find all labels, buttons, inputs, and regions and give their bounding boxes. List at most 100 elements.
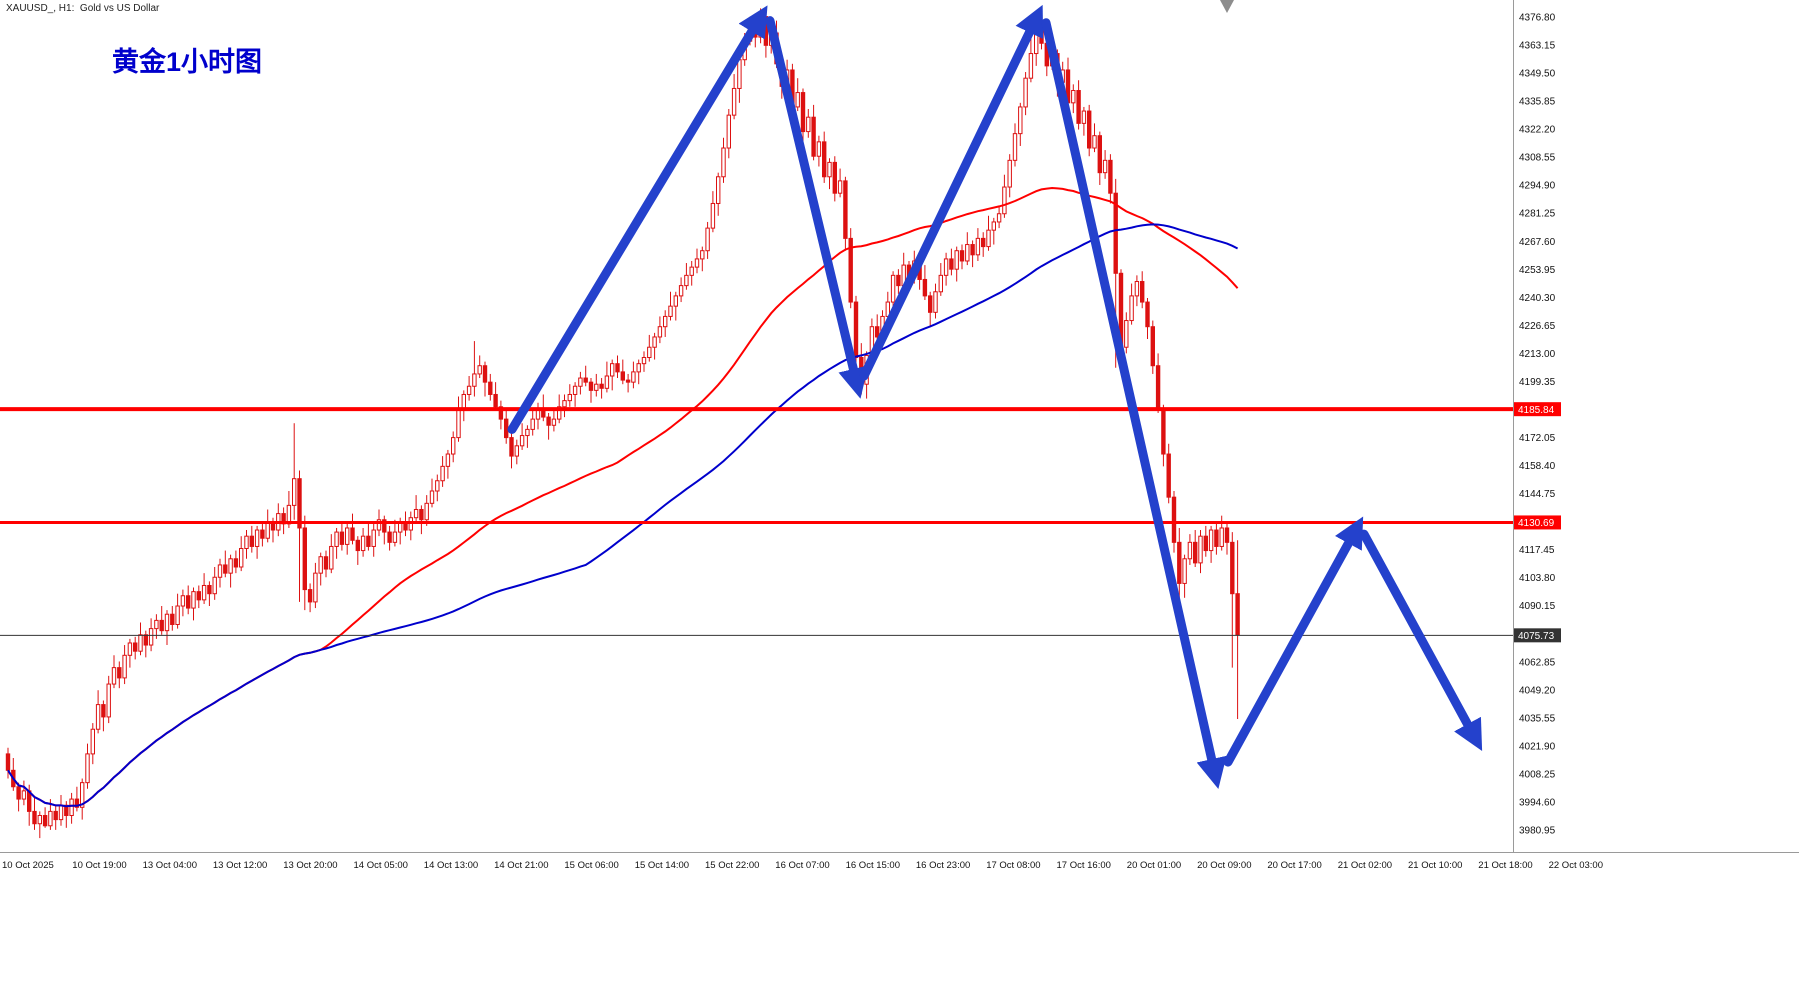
y-axis-label: 4349.50 (1519, 69, 1556, 80)
candle-bear (74, 798, 80, 808)
candle-bear (811, 116, 816, 157)
candle-bull (816, 141, 822, 157)
candle-bull (228, 558, 233, 574)
x-axis-label: 15 Oct 22:00 (705, 860, 759, 871)
candle-bull (1018, 106, 1023, 135)
candle-bear (355, 539, 361, 552)
current-price-line-price-tag: 4075.73 (1514, 628, 1561, 643)
candle-bull (663, 315, 668, 328)
candle-bull (21, 790, 27, 800)
candle-bear (1087, 110, 1092, 149)
candle-bull (106, 683, 111, 718)
candle-bull (657, 326, 663, 338)
candle-bear (546, 416, 551, 426)
candle-bull (557, 406, 562, 420)
svg-text:4185.84: 4185.84 (1518, 405, 1555, 416)
candle-bear (419, 508, 424, 521)
candle-bear (1155, 365, 1161, 410)
candle-bear (1235, 593, 1240, 636)
x-axis-label: 13 Oct 04:00 (143, 860, 197, 871)
candle-bear (366, 535, 371, 547)
candle-bull (111, 667, 117, 685)
candle-bull (180, 595, 186, 607)
x-axis-label: 21 Oct 10:00 (1408, 860, 1462, 871)
candle-bull (456, 408, 461, 439)
y-axis-label: 4376.80 (1519, 12, 1556, 23)
y-axis-label: 4308.55 (1519, 153, 1556, 164)
candle-bear (896, 274, 901, 287)
candle-bear (1224, 527, 1230, 543)
candle-bull (164, 613, 170, 632)
candle-bear (1140, 281, 1145, 303)
candle-bull (90, 728, 95, 755)
candle-bull (806, 116, 811, 133)
candle-bull (1007, 159, 1012, 188)
y-axis-label: 4090.15 (1519, 601, 1556, 612)
candle-bear (1203, 535, 1208, 552)
trend-arrow[interactable] (1041, 18, 1227, 789)
candle-bull (689, 266, 694, 276)
candle-bear (233, 558, 239, 568)
y-axis-label: 4062.85 (1519, 657, 1556, 668)
candle-bull (652, 336, 657, 348)
hlines-layer (0, 407, 1513, 636)
candle-bull (567, 393, 572, 402)
candle-bear (143, 634, 149, 646)
candle-bull (329, 545, 334, 570)
candle-bear (800, 92, 806, 133)
x-axis-label: 20 Oct 17:00 (1267, 860, 1321, 871)
candle-bull (716, 176, 721, 204)
candle-bull (1198, 535, 1203, 564)
candle-bull (466, 385, 472, 395)
candle-bull (360, 535, 366, 552)
candle-bull (795, 92, 800, 108)
trend-arrow[interactable] (1223, 516, 1364, 767)
candle-bear (387, 531, 392, 543)
candle-bear (196, 591, 202, 601)
candle-bull (451, 437, 456, 455)
candle-bear (101, 704, 106, 718)
candle-bull (138, 634, 143, 652)
candle-bull (1129, 295, 1134, 322)
candle-bull (1134, 281, 1140, 297)
candle-bull (694, 258, 700, 268)
resistance-line-price-tag: 4185.84 (1514, 402, 1561, 417)
x-axis-label: 13 Oct 20:00 (283, 860, 337, 871)
trend-arrow[interactable] (859, 4, 1044, 381)
candle-bear (615, 363, 620, 373)
candle-bear (307, 589, 313, 603)
candle-bear (1076, 90, 1081, 124)
x-axis-label: 10 Oct 2025 (2, 860, 54, 871)
x-axis-label: 14 Oct 13:00 (424, 860, 478, 871)
ma-slow-line (7, 223, 1239, 808)
candle-bull (1081, 110, 1087, 124)
candle-bull (201, 584, 207, 601)
candle-bull (578, 377, 583, 387)
candle-bear (53, 810, 58, 821)
candle-bear (133, 642, 138, 652)
candle-bear (588, 381, 594, 391)
candle-bull (80, 782, 85, 808)
y-axis-label: 4199.35 (1519, 377, 1556, 388)
candle-bear (302, 527, 308, 591)
candle-bull (1002, 186, 1007, 215)
candle-bull (424, 502, 429, 521)
candle-bear (260, 529, 265, 539)
candle-bear (843, 180, 848, 239)
candle-bear (949, 258, 954, 270)
x-axis-label: 16 Oct 15:00 (846, 860, 900, 871)
candle-bear (498, 406, 504, 420)
candle-bear (249, 535, 255, 547)
candle-bull (933, 291, 938, 313)
trend-arrow[interactable] (507, 5, 768, 434)
candle-bull (991, 221, 996, 231)
candle-bull (244, 535, 249, 550)
y-axis-label: 4226.65 (1519, 321, 1556, 332)
candle-bull (461, 393, 467, 410)
trend-arrow[interactable] (1359, 529, 1483, 751)
y-axis-label: 4335.85 (1519, 97, 1556, 108)
trend-arrow[interactable] (765, 16, 869, 399)
candle-bull (562, 400, 567, 408)
